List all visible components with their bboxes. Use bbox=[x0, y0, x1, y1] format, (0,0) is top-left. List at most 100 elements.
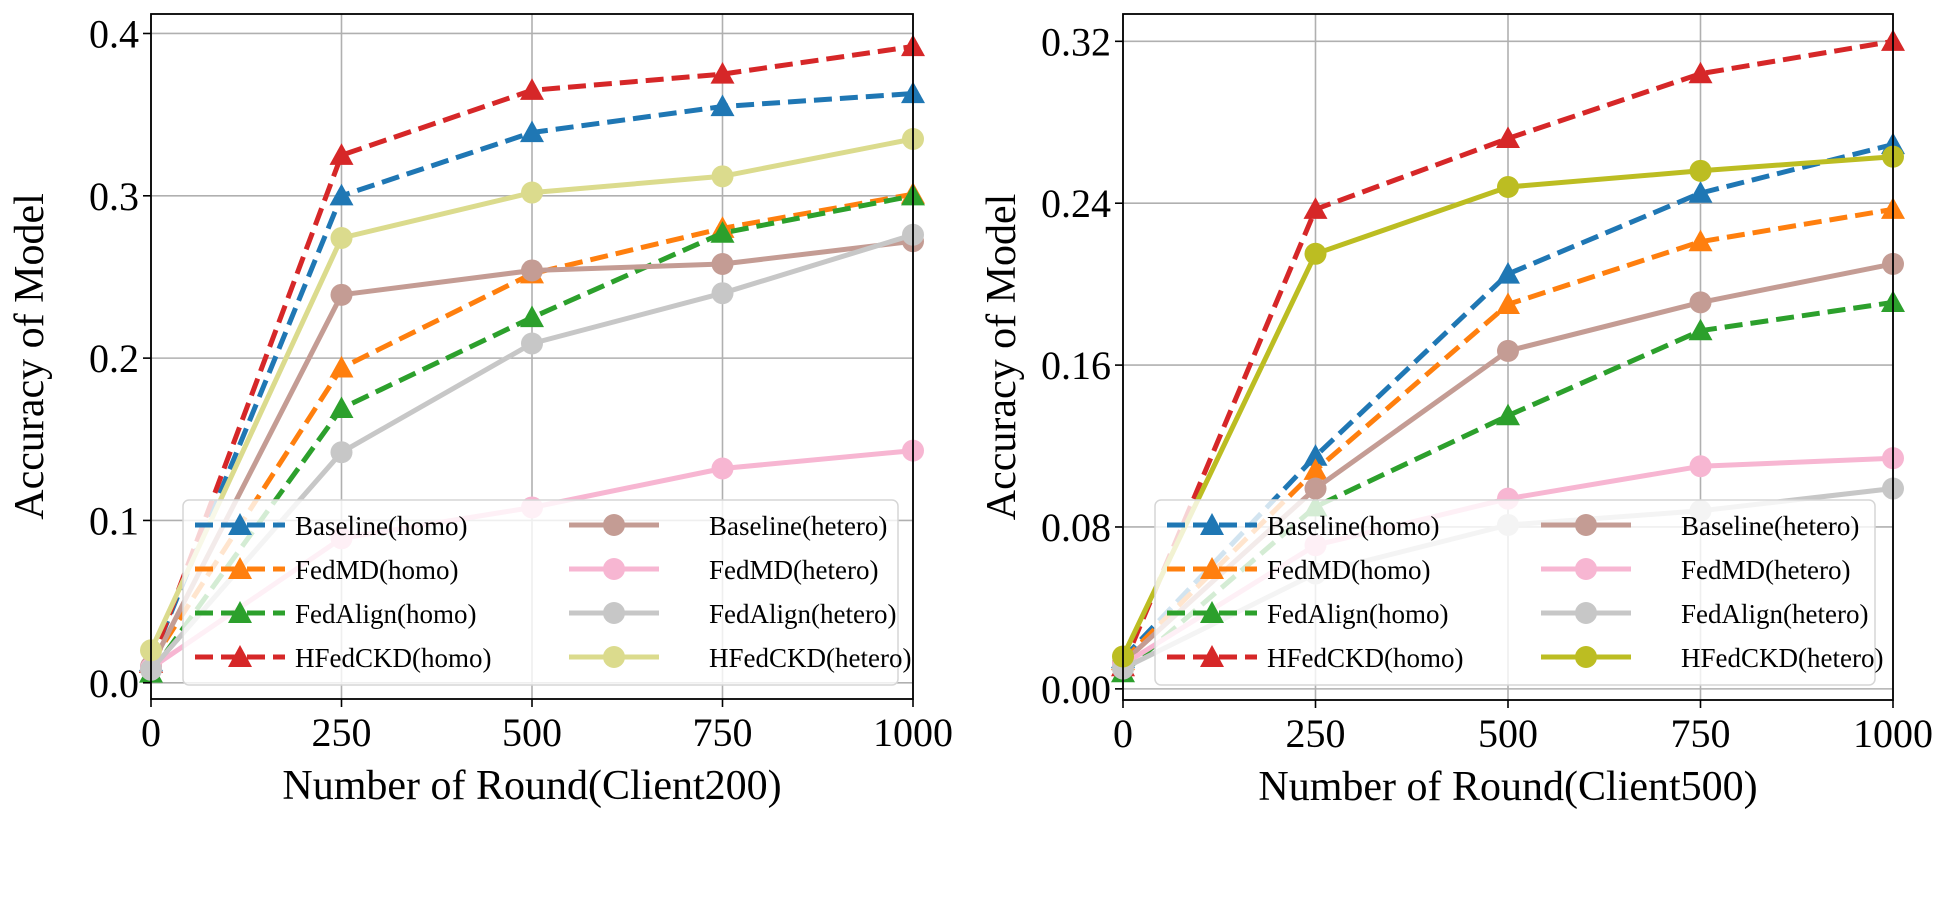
legend-item: Baseline(hetero) bbox=[1541, 511, 1859, 541]
legend-label: HFedCKD(hetero) bbox=[1681, 643, 1883, 673]
x-tick-label: 250 bbox=[1286, 711, 1346, 756]
x-axis-title: Number of Round(Client500) bbox=[1258, 764, 1757, 810]
legend-marker-circle bbox=[603, 514, 625, 536]
data-point-triangle bbox=[1496, 403, 1520, 426]
x-tick-label: 500 bbox=[1478, 711, 1538, 756]
y-tick-label: 0.1 bbox=[89, 498, 139, 543]
legend-label: FedAlign(homo) bbox=[295, 599, 477, 629]
legend-item: FedMD(homo) bbox=[195, 555, 459, 585]
data-point-triangle bbox=[329, 183, 354, 206]
legend-label: Baseline(homo) bbox=[1267, 511, 1439, 541]
data-point-triangle bbox=[329, 355, 354, 378]
y-tick-label: 0.4 bbox=[89, 11, 139, 56]
y-tick-label: 0.0 bbox=[89, 661, 139, 706]
data-point-triangle bbox=[1303, 197, 1328, 219]
y-axis-title: Accuracy of Model bbox=[979, 194, 1025, 521]
legend-label: FedMD(homo) bbox=[1267, 555, 1431, 585]
data-point-triangle bbox=[710, 221, 735, 243]
legend-item: HFedCKD(homo) bbox=[1167, 643, 1464, 673]
legend-item: FedAlign(homo) bbox=[195, 599, 477, 629]
data-point-circle bbox=[330, 283, 353, 306]
data-point-triangle bbox=[1496, 262, 1520, 284]
data-point-triangle bbox=[710, 62, 735, 84]
legend-item: FedAlign(homo) bbox=[1167, 599, 1449, 629]
data-point-circle bbox=[711, 457, 734, 480]
legend-marker-triangle bbox=[228, 513, 252, 535]
series-line bbox=[148, 191, 914, 665]
data-point-circle bbox=[711, 252, 734, 275]
data-point-triangle bbox=[520, 305, 544, 328]
y-tick-label: 0.2 bbox=[89, 336, 139, 381]
legend-marker-triangle bbox=[228, 601, 252, 623]
legend-label: Baseline(hetero) bbox=[1681, 511, 1859, 541]
data-point-triangle bbox=[329, 396, 354, 419]
x-tick-label: 750 bbox=[1671, 711, 1731, 756]
legend-item: FedMD(hetero) bbox=[1541, 555, 1850, 585]
legend-marker-triangle bbox=[1200, 645, 1224, 667]
y-tick-label: 0.24 bbox=[1041, 181, 1111, 226]
legend-label: HFedCKD(homo) bbox=[1267, 643, 1464, 673]
data-point-circle bbox=[711, 282, 734, 305]
data-point-triangle bbox=[520, 120, 544, 143]
legend-label: Baseline(homo) bbox=[295, 511, 467, 541]
y-tick-label: 0.16 bbox=[1041, 343, 1111, 388]
legend-item: HFedCKD(hetero) bbox=[1541, 643, 1883, 673]
data-point-triangle bbox=[1496, 126, 1520, 149]
legend: Baseline(homo) FedMD(homo) FedAlign(homo) H… bbox=[1154, 499, 1883, 686]
x-tick-label: 0 bbox=[1113, 711, 1133, 756]
y-tick-label: 0.32 bbox=[1041, 19, 1111, 64]
data-point-circle bbox=[330, 227, 353, 250]
x-axis-title: Number of Round(Client200) bbox=[282, 763, 781, 809]
legend-marker-triangle bbox=[228, 645, 252, 667]
data-point-circle bbox=[521, 259, 543, 282]
data-point-triangle bbox=[710, 94, 735, 117]
legend-marker-triangle bbox=[1200, 601, 1224, 623]
x-tick-label: 750 bbox=[693, 710, 753, 755]
x-tick-label: 1000 bbox=[1853, 711, 1933, 756]
legend-item: FedAlign(hetero) bbox=[1541, 599, 1868, 629]
data-point-triangle bbox=[1688, 181, 1713, 203]
y-axis-title: Accuracy of Model bbox=[7, 193, 53, 520]
data-point-circle bbox=[711, 165, 734, 188]
x-tick-label: 250 bbox=[312, 710, 372, 755]
legend-marker-circle bbox=[603, 602, 625, 624]
data-point-triangle bbox=[1688, 61, 1713, 84]
y-tick-label: 0.3 bbox=[89, 174, 139, 219]
legend-label: FedAlign(hetero) bbox=[709, 599, 896, 629]
legend-marker-circle bbox=[1575, 602, 1597, 624]
legend-item: HFedCKD(homo) bbox=[195, 643, 492, 673]
data-point-circle bbox=[521, 181, 543, 204]
legend-label: HFedCKD(homo) bbox=[295, 643, 492, 673]
x-tick-label: 0 bbox=[141, 710, 161, 755]
legend-marker-triangle bbox=[1200, 513, 1224, 535]
legend-label: HFedCKD(hetero) bbox=[709, 643, 911, 673]
x-tick-label: 1000 bbox=[873, 710, 953, 755]
legend: Baseline(homo) FedMD(homo) FedAlign(homo) H… bbox=[182, 499, 911, 686]
legend-marker-circle bbox=[1575, 514, 1597, 536]
data-point-circle bbox=[1689, 159, 1712, 182]
data-point-triangle bbox=[1688, 318, 1713, 341]
legend-label: FedAlign(homo) bbox=[1267, 599, 1449, 629]
data-point-circle bbox=[330, 441, 353, 464]
legend-item: FedMD(hetero) bbox=[569, 555, 878, 585]
y-tick-label: 0.08 bbox=[1041, 505, 1111, 550]
legend-item: Baseline(hetero) bbox=[569, 511, 887, 541]
data-point-circle bbox=[1304, 242, 1327, 265]
legend-label: Baseline(hetero) bbox=[709, 511, 887, 541]
legend-item: Baseline(homo) bbox=[195, 511, 467, 541]
chart-client200: 0 250 500 750 1000 0.0 0.1 0.2 0.3 0.4 Number of R… bbox=[7, 11, 953, 809]
series-line bbox=[1120, 38, 1894, 668]
series-group bbox=[139, 34, 925, 683]
chart-client500: 0 250 500 750 1000 0.00 0.08 0.16 0.24 0.32 Number… bbox=[979, 13, 1933, 810]
legend-box bbox=[1154, 499, 1876, 686]
data-point-circle bbox=[1497, 339, 1519, 362]
data-point-triangle bbox=[1688, 229, 1713, 252]
legend-box bbox=[182, 499, 899, 686]
data-point-triangle bbox=[520, 78, 544, 100]
legend-marker-circle bbox=[1575, 646, 1597, 668]
legend-marker-circle bbox=[603, 558, 625, 580]
data-point-circle bbox=[1497, 176, 1519, 199]
legend-item: HFedCKD(hetero) bbox=[569, 643, 911, 673]
y-tick-label: 0.00 bbox=[1041, 667, 1111, 712]
